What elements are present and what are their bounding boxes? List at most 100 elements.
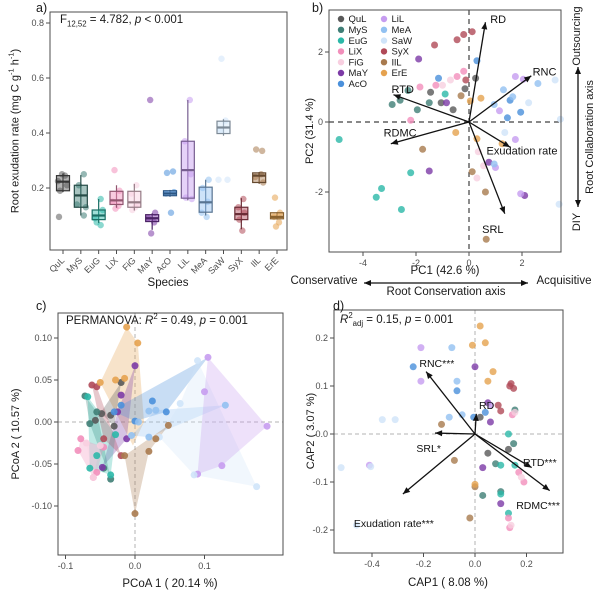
point-EuG — [497, 490, 505, 498]
point-SyX — [431, 41, 439, 49]
point-SyX — [506, 382, 514, 390]
point-EuG — [335, 136, 343, 143]
legend-label-IlL: IlL — [392, 57, 402, 68]
point-MeA — [499, 86, 507, 94]
point-SyX — [100, 435, 108, 443]
point-FiG — [89, 473, 97, 481]
point-ErE — [123, 323, 131, 331]
x-tick-label: 0 — [466, 258, 471, 268]
point-SyX — [468, 28, 476, 36]
x-tick-label: -0.2 — [416, 559, 432, 569]
point-EuG — [372, 193, 380, 201]
point-LiL — [201, 388, 208, 396]
point-SyX — [494, 401, 502, 409]
hull-LiL — [197, 357, 268, 475]
point-MeA — [534, 80, 542, 87]
point-MaY — [486, 418, 494, 426]
box-MeA — [198, 176, 213, 221]
acquisitive-label: Acquisitive — [536, 275, 592, 287]
point-MaY — [425, 167, 433, 175]
box-IlL — [251, 146, 267, 186]
y-tick-label: 0.10 — [34, 333, 52, 343]
jitter-point-MaY — [147, 230, 155, 237]
root-conservation-axis-label: Root Conservation axis — [386, 286, 506, 298]
panel-b-plot: RD RNC RTD RDMC Exudation rate SRL 2 0 -2 -4 -2 0 2 Q… — [315, 9, 581, 286]
legend-label-QuL: QuL — [349, 14, 367, 25]
y-tick-label: 0.2 — [315, 333, 328, 343]
point-EuG — [86, 464, 94, 472]
point-ErE — [484, 377, 492, 385]
box-MaY — [144, 96, 160, 237]
jitter-point-QuL — [63, 182, 71, 189]
jitter-point-MeA — [203, 213, 210, 221]
point-ErE — [121, 374, 129, 382]
y-tick-label: -0.10 — [31, 501, 52, 511]
panel-d-y-axis-title: CAP2 ( 3.07 %) — [305, 392, 317, 470]
species-tick-label: IlL — [249, 255, 263, 269]
jitter-point-QuL — [55, 213, 63, 221]
jitter-point-LiX — [111, 166, 118, 174]
point-EuG — [407, 169, 415, 177]
diy-label: DIY — [571, 212, 583, 232]
legend-label-MyS: MyS — [349, 25, 368, 36]
x-tick-label: 0.0 — [469, 559, 482, 569]
point-MeA — [490, 160, 498, 168]
jitter-point-MeA — [205, 176, 212, 183]
point-AcO — [162, 408, 170, 416]
y-tick-label: 0.00 — [34, 417, 52, 427]
point-MeA — [145, 433, 153, 441]
point-LiL — [204, 353, 212, 361]
box-MyS — [73, 171, 90, 219]
point-SaW — [176, 400, 184, 408]
jitter-point-MyS — [73, 201, 81, 208]
box-QuL — [54, 171, 71, 221]
y-tick-label: 0.1 — [315, 381, 328, 391]
jitter-point-SaW — [224, 176, 231, 183]
point-IlL — [419, 145, 427, 153]
point-IlL — [131, 510, 139, 518]
point-MaY — [442, 99, 450, 107]
legend-swatch-ErE — [380, 69, 388, 77]
point-LiX — [416, 83, 424, 91]
point-LiL — [517, 190, 525, 198]
point-LiX — [74, 447, 82, 455]
y-tick-label: -2 — [315, 187, 323, 197]
arrow-label: Exudation rate — [487, 146, 558, 158]
jitter-point-LiX — [112, 205, 119, 212]
arrow-label: SRL* — [416, 443, 441, 455]
point-MyS — [479, 491, 487, 499]
point-QuL — [110, 422, 118, 430]
legend-label-AcO: AcO — [349, 79, 367, 90]
point-LiL — [263, 422, 271, 430]
point-MaY — [98, 463, 106, 471]
point-EuG — [84, 393, 92, 401]
point-MeA — [445, 413, 453, 421]
panel-c-y-axis-title: PCoA 2 ( 10.57 %) — [10, 388, 22, 480]
species-tick-label: MeA — [189, 255, 209, 275]
point-SaW — [551, 76, 559, 84]
jitter-point-SaW — [217, 127, 224, 134]
point-IlL — [466, 514, 474, 522]
conservative-label: Conservative — [290, 275, 358, 287]
y-tick-label: 0.05 — [34, 375, 52, 385]
point-MaY — [131, 362, 139, 370]
box-ErE — [269, 194, 285, 230]
point-MaY — [497, 500, 505, 508]
point-IlL — [450, 456, 458, 464]
point-SaW — [253, 483, 261, 491]
arrow-rtd — [393, 94, 470, 123]
arrow-exudation-rate- — [402, 433, 476, 495]
point-MeA — [458, 411, 466, 419]
point-AcO — [435, 74, 443, 82]
legend-swatch-SaW — [380, 37, 388, 44]
point-LiL — [218, 462, 226, 470]
point-FiG — [96, 442, 104, 450]
box-SaW — [215, 55, 231, 183]
point-QuL — [91, 416, 99, 424]
point-SaW — [337, 464, 345, 472]
point-LiL — [511, 73, 519, 80]
panel-c-plot: 0.10 0.05 0.00 -0.05 -0.10 -0.1 0.0 0.1 — [31, 312, 284, 571]
point-LiX — [93, 468, 101, 476]
point-MaY — [479, 464, 487, 472]
panel-a-stats: F12,52 = 4.782, p < 0.001 — [60, 14, 184, 29]
